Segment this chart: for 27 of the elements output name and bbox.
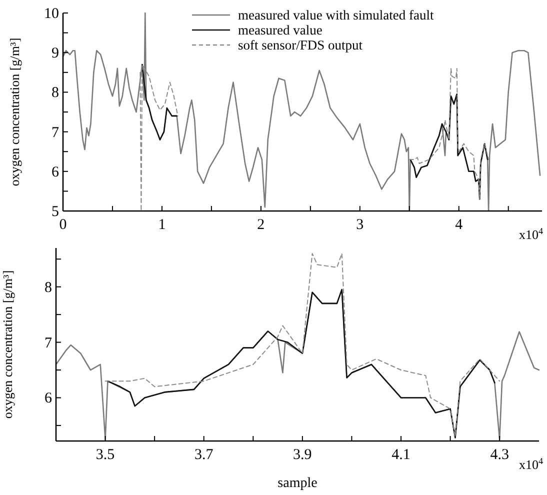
legend-label: measured value with simulated fault bbox=[238, 8, 434, 22]
x-tick-label: 3.9 bbox=[293, 447, 312, 463]
x-tick-label: 3.5 bbox=[96, 447, 115, 463]
x-tick-label: 3.7 bbox=[194, 447, 214, 463]
legend-label: soft sensor/FDS output bbox=[238, 38, 363, 52]
x-axis-title: sample bbox=[278, 476, 318, 491]
x-tick-label: 4 bbox=[455, 217, 464, 233]
legend-label: measured value bbox=[238, 22, 322, 38]
x-tick-label: 4.3 bbox=[490, 447, 509, 463]
x-tick-label: 2 bbox=[257, 217, 265, 233]
x-tick-label: 1 bbox=[158, 217, 166, 233]
x-tick-label: 4.1 bbox=[392, 447, 410, 463]
y-tick-label: 8 bbox=[52, 85, 59, 102]
text: x10$^{4}$ bbox=[518, 226, 544, 242]
y-tick-label: 5 bbox=[52, 204, 59, 220]
y-tick-label: 7 bbox=[44, 335, 52, 352]
y-tick-label: 7 bbox=[52, 124, 60, 141]
y-tick-label: 8 bbox=[44, 280, 52, 296]
x-tick-label: 0 bbox=[59, 217, 67, 233]
text: x10$^{4}$ bbox=[518, 456, 544, 472]
y-tick-label: 10 bbox=[44, 6, 59, 22]
y-tick-label: 9 bbox=[52, 46, 59, 62]
y-axis-title: oxygen concentration [g/m³] bbox=[7, 38, 22, 186]
y-axis-title: oxygen concentration [g/m³] bbox=[0, 270, 15, 419]
y-tick-label: 6 bbox=[52, 164, 60, 180]
y-tick-label: 6 bbox=[44, 390, 52, 407]
x-tick-label: 3 bbox=[356, 217, 364, 233]
